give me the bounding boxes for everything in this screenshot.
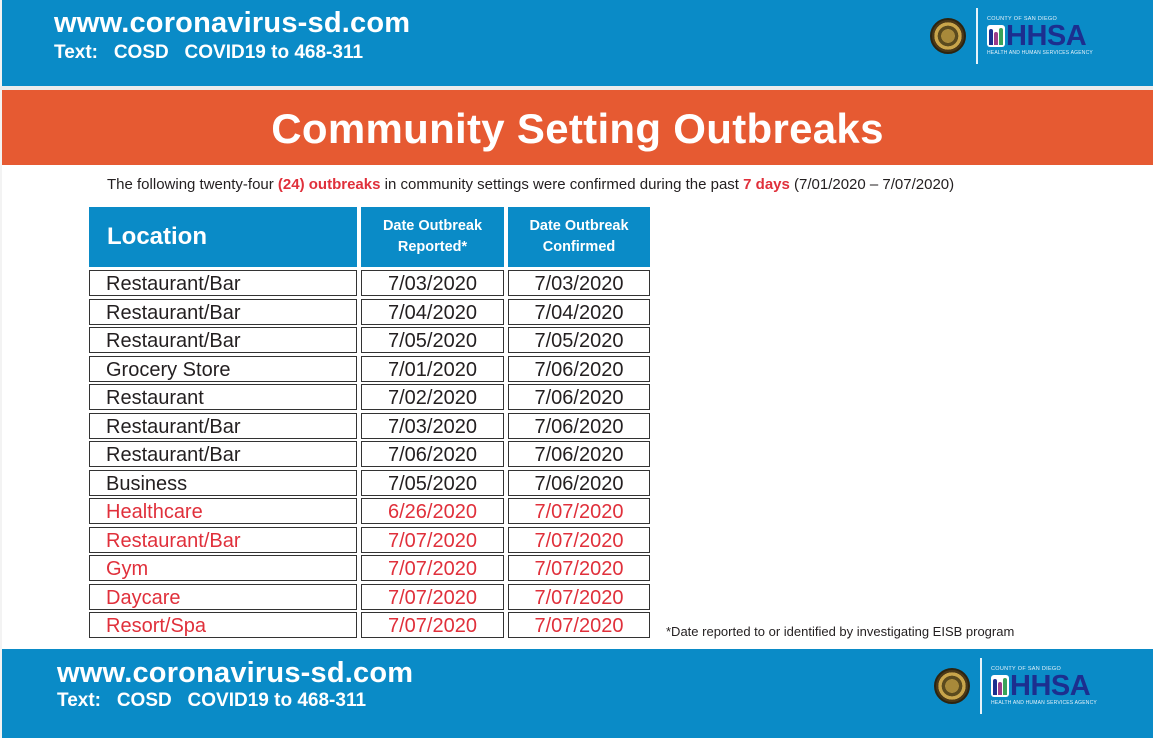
family-icon xyxy=(991,675,1009,697)
cell-location: Restaurant/Bar xyxy=(89,441,357,467)
cell-date-confirmed: 7/06/2020 xyxy=(508,469,650,496)
footer-text-instructions: Text: COSD COVID19 to 468-311 xyxy=(57,690,367,711)
hhsa-agency-label: HEALTH AND HUMAN SERVICES AGENCY xyxy=(991,700,1097,706)
days-highlight: 7 days xyxy=(743,176,790,193)
hhsa-county-label: COUNTY OF SAN DIEGO xyxy=(991,666,1062,672)
footnote: *Date reported to or identified by inves… xyxy=(666,624,1015,639)
cell-location: Healthcare xyxy=(89,498,357,524)
table-row: Grocery Store 7/01/2020 7/06/2020 xyxy=(89,355,651,382)
cell-date-reported: 7/04/2020 xyxy=(361,298,504,325)
table-row: Gym 7/07/2020 7/07/2020 xyxy=(89,555,651,581)
family-icon xyxy=(987,25,1005,47)
cell-location: Grocery Store xyxy=(89,355,357,382)
separator-strip xyxy=(0,86,1153,90)
cell-date-confirmed: 7/04/2020 xyxy=(508,298,650,325)
cell-date-confirmed: 7/06/2020 xyxy=(508,412,650,439)
site-url[interactable]: www.coronavirus-sd.com xyxy=(54,7,411,39)
cell-date-reported: 7/05/2020 xyxy=(361,469,504,496)
table-row: Resort/Spa 7/07/2020 7/07/2020 xyxy=(89,612,651,638)
table-row: Business 7/05/2020 7/06/2020 xyxy=(89,469,651,496)
cell-date-reported: 7/06/2020 xyxy=(361,441,504,467)
date-range: (7/01/2020 – 7/07/2020) xyxy=(789,176,955,193)
table-row: Restaurant/Bar 7/03/2020 7/06/2020 xyxy=(89,412,651,439)
column-header-location: Location xyxy=(89,207,357,267)
hhsa-county-label: COUNTY OF SAN DIEGO xyxy=(987,16,1058,22)
cell-date-confirmed: 7/07/2020 xyxy=(508,583,650,610)
cell-date-reported: 7/07/2020 xyxy=(361,612,504,638)
hhsa-logo: COUNTY OF SAN DIEGO HHSA HEALTH AND HUMA… xyxy=(991,666,1097,706)
cell-date-confirmed: 7/06/2020 xyxy=(508,441,650,467)
county-seal-icon xyxy=(934,668,970,704)
table-row: Restaurant 7/02/2020 7/06/2020 xyxy=(89,384,651,410)
cell-date-reported: 7/02/2020 xyxy=(361,384,504,410)
cell-location: Resort/Spa xyxy=(89,612,357,638)
title-banner: Community Setting Outbreaks xyxy=(2,90,1153,165)
hhsa-logo: COUNTY OF SAN DIEGO HHSA HEALTH AND HUMA… xyxy=(987,16,1093,56)
cell-location: Restaurant/Bar xyxy=(89,327,357,353)
logo-divider xyxy=(976,8,978,64)
table-row: Restaurant/Bar 7/03/2020 7/03/2020 xyxy=(89,270,651,296)
cell-date-reported: 7/01/2020 xyxy=(361,355,504,382)
bottom-banner: www.coronavirus-sd.com Text: COSD COVID1… xyxy=(2,649,1153,738)
cell-location: Restaurant xyxy=(89,384,357,410)
logo-group: COUNTY OF SAN DIEGO HHSA HEALTH AND HUMA… xyxy=(930,8,1093,64)
county-seal-icon xyxy=(930,18,966,54)
intro-sentence: The following twenty-four (24) outbreaks… xyxy=(107,176,954,193)
table-row: Restaurant/Bar 7/05/2020 7/05/2020 xyxy=(89,327,651,353)
cell-location: Gym xyxy=(89,555,357,581)
cell-location: Daycare xyxy=(89,583,357,610)
cell-location: Business xyxy=(89,469,357,496)
outbreak-count-highlight: (24) outbreaks xyxy=(277,176,381,193)
cell-date-confirmed: 7/07/2020 xyxy=(508,498,650,524)
table-row: Restaurant/Bar 7/04/2020 7/04/2020 xyxy=(89,298,651,325)
cell-date-reported: 7/07/2020 xyxy=(361,526,504,553)
table-row: Healthcare 6/26/2020 7/07/2020 xyxy=(89,498,651,524)
hhsa-agency-label: HEALTH AND HUMAN SERVICES AGENCY xyxy=(987,50,1093,56)
cell-date-reported: 7/07/2020 xyxy=(361,555,504,581)
cell-location: Restaurant/Bar xyxy=(89,270,357,296)
column-header-reported: Date Outbreak Reported* xyxy=(361,207,504,267)
table-row: Restaurant/Bar 7/06/2020 7/06/2020 xyxy=(89,441,651,467)
page-title: Community Setting Outbreaks xyxy=(271,105,884,152)
cell-date-confirmed: 7/06/2020 xyxy=(508,355,650,382)
cell-location: Restaurant/Bar xyxy=(89,526,357,553)
cell-date-confirmed: 7/05/2020 xyxy=(508,327,650,353)
intro-middle: in community settings were confirmed dur… xyxy=(380,176,744,193)
top-banner: www.coronavirus-sd.com Text: COSD COVID1… xyxy=(2,0,1153,86)
cell-location: Restaurant/Bar xyxy=(89,412,357,439)
cell-date-confirmed: 7/07/2020 xyxy=(508,555,650,581)
cell-date-reported: 7/03/2020 xyxy=(361,270,504,296)
intro-prefix: The following twenty-four xyxy=(107,176,278,193)
cell-date-reported: 7/03/2020 xyxy=(361,412,504,439)
column-header-confirmed: Date Outbreak Confirmed xyxy=(508,207,650,267)
table-row: Daycare 7/07/2020 7/07/2020 xyxy=(89,583,651,610)
cell-date-reported: 7/05/2020 xyxy=(361,327,504,353)
logo-divider xyxy=(980,658,982,714)
table-row: Restaurant/Bar 7/07/2020 7/07/2020 xyxy=(89,526,651,553)
footer-logo-group: COUNTY OF SAN DIEGO HHSA HEALTH AND HUMA… xyxy=(934,657,1097,715)
cell-date-confirmed: 7/07/2020 xyxy=(508,526,650,553)
hhsa-wordmark: HHSA xyxy=(1006,20,1087,52)
footer-site-url[interactable]: www.coronavirus-sd.com xyxy=(57,657,414,689)
text-instructions: Text: COSD COVID19 to 468-311 xyxy=(54,42,364,63)
hhsa-wordmark: HHSA xyxy=(1010,670,1091,702)
cell-location: Restaurant/Bar xyxy=(89,298,357,325)
cell-date-confirmed: 7/07/2020 xyxy=(508,612,650,638)
cell-date-confirmed: 7/03/2020 xyxy=(508,270,650,296)
cell-date-confirmed: 7/06/2020 xyxy=(508,384,650,410)
cell-date-reported: 7/07/2020 xyxy=(361,583,504,610)
cell-date-reported: 6/26/2020 xyxy=(361,498,504,524)
